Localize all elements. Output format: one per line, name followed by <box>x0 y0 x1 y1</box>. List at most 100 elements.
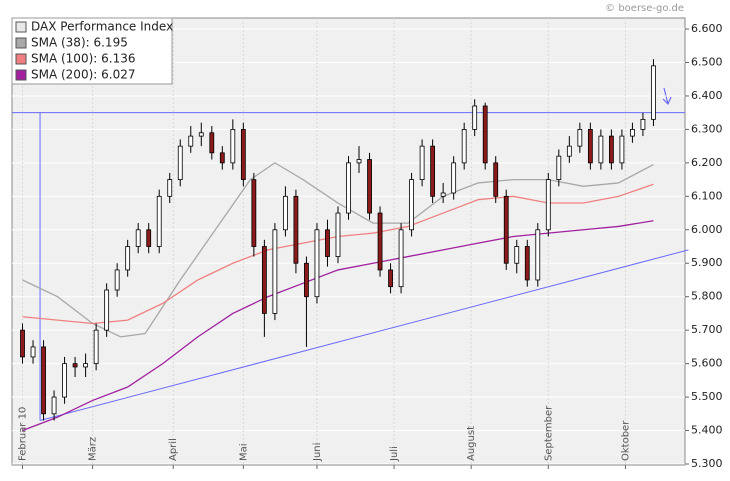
watermark: © boerse-go.de <box>605 3 684 14</box>
candle-body <box>41 346 46 415</box>
candle-body <box>72 363 78 368</box>
x-tick-label: Februar 10 <box>18 407 29 461</box>
candle-body <box>304 262 309 298</box>
candle-body <box>619 135 625 164</box>
candle-body <box>251 179 257 247</box>
candle-body <box>566 145 572 157</box>
candle-body <box>587 129 593 164</box>
candle-body <box>62 363 67 398</box>
x-tick-label: März <box>88 437 99 461</box>
candle-body <box>167 179 173 197</box>
y-tick-label: 6.300 <box>691 122 723 135</box>
y-tick-label: 6.500 <box>691 55 723 68</box>
candle-body <box>198 132 204 137</box>
legend-marker <box>15 37 27 49</box>
candle-body <box>209 132 215 154</box>
candle-body <box>409 179 414 231</box>
candle-body <box>514 246 520 264</box>
candle-body <box>493 162 499 197</box>
candle-body <box>325 229 330 257</box>
candle-body <box>608 135 614 164</box>
candle-body <box>83 363 89 368</box>
legend-label: DAX Performance Index <box>31 20 173 34</box>
candle-body <box>398 229 404 288</box>
candle-body <box>314 229 320 298</box>
candle-body <box>451 162 457 194</box>
candle-body <box>482 105 488 164</box>
y-tick-label: 5.300 <box>691 457 723 470</box>
candle-body <box>125 246 131 271</box>
candle-body <box>461 129 467 164</box>
plot-area <box>11 17 686 466</box>
candle-body <box>640 118 646 130</box>
y-tick-label: 6.600 <box>691 22 723 35</box>
candle-body <box>283 195 288 231</box>
candle-body <box>188 135 194 147</box>
candle-body <box>388 269 393 288</box>
legend-label: SMA (200): 6.027 <box>31 68 135 82</box>
x-tick-label: Oktober <box>620 420 631 461</box>
x-tick-label: Juli <box>389 446 400 462</box>
legend-label: SMA (100): 6.136 <box>31 52 135 66</box>
x-tick-label: April <box>168 438 179 461</box>
candle-body <box>472 105 478 130</box>
candle-body <box>598 135 604 164</box>
candle-body <box>30 346 36 358</box>
x-tick-label: September <box>543 405 554 461</box>
legend-label: SMA (38): 6.195 <box>31 36 128 50</box>
legend-marker <box>15 53 27 65</box>
y-tick-label: 6.000 <box>691 223 723 236</box>
x-tick-label: Mai <box>238 443 249 461</box>
candle-body <box>430 145 436 197</box>
candle-body <box>419 145 425 181</box>
candle-body <box>651 65 656 120</box>
candle-body <box>556 155 562 181</box>
y-tick-label: 6.400 <box>691 89 723 102</box>
candle-body <box>630 129 635 137</box>
candle-body <box>177 145 183 181</box>
candle-body <box>524 246 530 281</box>
candle-body <box>261 246 267 314</box>
candle-body <box>135 229 141 247</box>
candle-body <box>93 329 99 365</box>
y-tick-label: 5.900 <box>691 256 723 269</box>
legend: DAX Performance Index SMA (38): 6.195 SMA … <box>11 17 173 85</box>
candle-body <box>545 179 551 231</box>
y-tick-label: 5.500 <box>691 390 723 403</box>
y-tick-label: 5.700 <box>691 323 723 336</box>
candle-body <box>440 192 446 197</box>
candle-body <box>146 229 152 247</box>
legend-marker <box>15 21 27 33</box>
candle-body <box>272 229 278 314</box>
candle-body <box>377 212 383 271</box>
y-tick-label: 5.400 <box>691 424 723 437</box>
candle-body <box>20 329 25 358</box>
legend-marker <box>15 69 27 81</box>
candle-body <box>577 129 583 147</box>
candle-body <box>367 159 372 214</box>
candle-body <box>104 289 110 331</box>
candle-body <box>293 195 299 264</box>
candle-body <box>346 162 351 214</box>
x-tick-label: Juni <box>312 443 323 462</box>
trend-line <box>39 249 689 421</box>
candle-body <box>51 396 57 415</box>
sma-line <box>22 162 654 338</box>
candle-body <box>503 195 509 264</box>
y-tick-label: 6.200 <box>691 156 723 169</box>
candle-body <box>356 159 362 164</box>
candle-body <box>219 152 225 164</box>
candle-body <box>114 269 120 291</box>
y-tick-label: 5.800 <box>691 290 723 303</box>
y-tick-label: 6.100 <box>691 189 723 202</box>
candle-body <box>535 229 541 281</box>
candle-body <box>156 195 162 247</box>
candle-body <box>230 129 236 164</box>
candle-body <box>335 212 341 257</box>
y-tick-label: 5.600 <box>691 357 723 370</box>
candle-body <box>240 129 246 181</box>
x-tick-label: August <box>466 426 477 461</box>
legend-box <box>11 17 173 85</box>
